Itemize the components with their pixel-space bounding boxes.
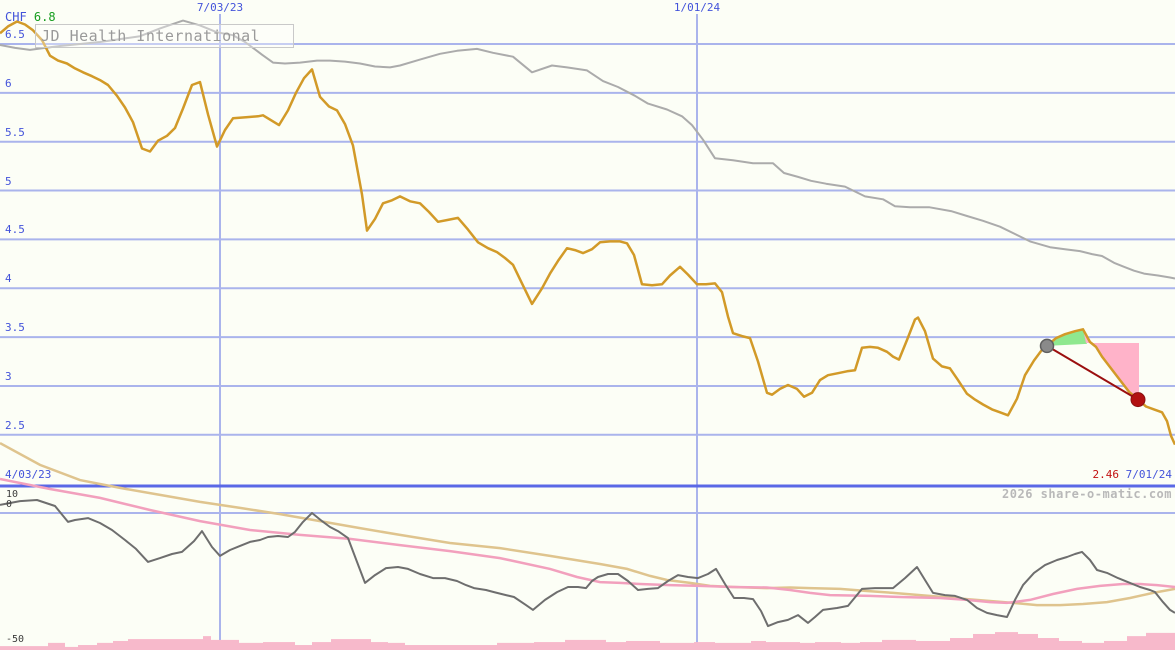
volume-bar (916, 640, 950, 650)
volume-bar (534, 642, 565, 650)
volume-bar (0, 646, 48, 650)
volume-bar (694, 642, 715, 650)
quote-value: 6.8 (33, 10, 56, 24)
volume-bar (497, 642, 534, 650)
volume-bar (388, 642, 405, 650)
volume-bar (882, 639, 916, 650)
volume-bar (48, 642, 65, 650)
volume-bar (97, 642, 113, 650)
price-line (0, 20, 1175, 446)
volume-bar (65, 646, 78, 650)
gain-region (1047, 329, 1087, 346)
volume-bar (606, 642, 626, 650)
volume-bar (263, 642, 295, 650)
loss-region (1083, 329, 1139, 400)
volume-bar (1127, 636, 1146, 650)
quote-header: CHF 6.8 (5, 11, 56, 23)
volume-bar (211, 639, 239, 650)
x-tick-label-1/01/24: 1/01/24 (673, 1, 721, 14)
lower-tick-label-0: 0 (6, 499, 13, 510)
volume-bar (1038, 638, 1059, 650)
volume-bar (815, 642, 841, 650)
last-date: 7/01/24 (1125, 468, 1172, 481)
trade-end-handle[interactable] (1130, 392, 1146, 408)
lower-tick-label-10: 10 (6, 489, 19, 500)
y-tick-label-6.5: 6.5 (5, 28, 25, 41)
currency-label: CHF (5, 10, 27, 24)
volume-bar (751, 640, 766, 650)
y-tick-label-2.5: 2.5 (5, 418, 25, 432)
y-tick-label-4.5: 4.5 (5, 223, 25, 237)
volume-bar (331, 639, 371, 650)
volume-bar (371, 642, 388, 650)
volume-bar (995, 632, 1018, 650)
indicator-line (0, 499, 1175, 628)
volume-bar (800, 642, 815, 650)
y-tick-label-5.5: 5.5 (5, 125, 25, 139)
volume-bar (1018, 633, 1038, 650)
volume-bar (715, 642, 751, 650)
y-tick-label-4: 4 (5, 272, 12, 286)
volume-bar (1059, 640, 1082, 650)
trade-start-handle[interactable] (1039, 338, 1055, 354)
watermark: 2026 share-o-matic.com (1002, 487, 1172, 501)
signal-pink-line (0, 477, 1175, 605)
volume-bar (841, 642, 860, 650)
volume-bar (860, 642, 882, 650)
last-quote-label: 2.46 7/01/24 (1093, 469, 1172, 480)
volume-bar (239, 642, 263, 650)
start-date-label: 4/03/23 (5, 468, 52, 481)
volume-bar (1146, 632, 1175, 650)
volume-bar (660, 642, 694, 650)
benchmark-line (0, 19, 1175, 280)
trend-line[interactable] (1046, 345, 1139, 401)
y-tick-label-6: 6 (5, 76, 12, 90)
lower-tick-label--50: -50 (6, 634, 25, 645)
last-price: 2.46 (1092, 468, 1120, 481)
volume-bar (295, 645, 312, 650)
y-tick-label-3: 3 (5, 369, 12, 383)
volume-bar (565, 639, 606, 650)
volume-bar (766, 642, 800, 650)
volume-bar (405, 645, 497, 650)
volume-bar (312, 642, 331, 650)
volume-bar (973, 633, 995, 650)
volume-bar (1082, 642, 1104, 650)
volume-bar (78, 645, 97, 650)
volume-bar (113, 640, 128, 650)
instrument-title-box[interactable]: JD Health International Inc (35, 24, 294, 48)
volume-bar (203, 636, 211, 650)
y-tick-label-3.5: 3.5 (5, 321, 25, 335)
x-tick-label-7/03/23: 7/03/23 (196, 1, 244, 14)
signal-tan-line (0, 442, 1175, 607)
instrument-title: JD Health International Inc (41, 27, 261, 45)
volume-bar (626, 640, 660, 650)
volume-bar (1104, 640, 1127, 650)
volume-bar (128, 639, 203, 650)
y-tick-label-5: 5 (5, 174, 12, 188)
volume-bar (950, 638, 973, 650)
